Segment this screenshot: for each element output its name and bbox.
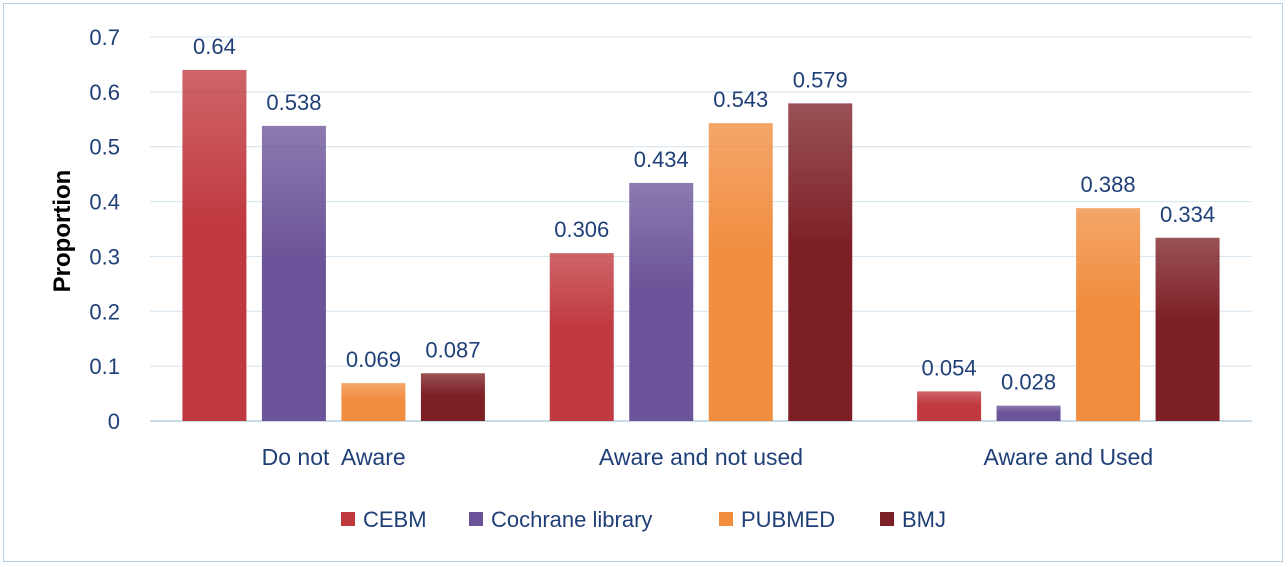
data-label: 0.028 [1001, 370, 1056, 395]
y-tick-label: 0.6 [89, 80, 120, 105]
bar-cebm [182, 69, 247, 422]
data-label: 0.579 [793, 67, 848, 92]
data-label: 0.434 [634, 147, 689, 172]
legend: CEBM Cochrane library PUBMED BMJ [341, 507, 946, 532]
legend-swatch [469, 512, 483, 526]
data-label: 0.054 [922, 355, 977, 380]
legend-swatch [880, 512, 894, 526]
data-label: 0.388 [1081, 172, 1136, 197]
y-tick-label: 0.7 [89, 25, 120, 50]
legend-label: PUBMED [741, 507, 835, 532]
bar-cebm [549, 253, 614, 421]
data-label: 0.64 [193, 34, 236, 59]
y-tick-label: 0.4 [89, 190, 120, 215]
legend-swatch [341, 512, 355, 526]
data-label: 0.543 [713, 87, 768, 112]
legend-swatch [719, 512, 733, 526]
bar-bmj [1155, 237, 1220, 421]
data-label: 0.334 [1160, 202, 1215, 227]
bar-cochrane-library [996, 405, 1061, 421]
x-axis-categories: Do not Aware Aware and not used Aware and … [262, 444, 1154, 470]
data-label: 0.306 [554, 217, 609, 242]
bar-cochrane-library [629, 182, 694, 421]
y-tick-label: 0.2 [89, 299, 120, 324]
legend-label: CEBM [363, 507, 427, 532]
data-label: 0.069 [346, 347, 401, 372]
bar-pubmed [1076, 208, 1141, 421]
y-tick-label: 0.3 [89, 244, 120, 269]
data-label: 0.087 [425, 337, 480, 362]
bar-bmj [788, 103, 853, 422]
gridlines [150, 36, 1252, 422]
data-label: 0.538 [266, 90, 321, 115]
category-label: Aware and not used [599, 444, 803, 470]
category-label: Do not Aware [262, 444, 406, 470]
y-axis-label: Proportion [49, 170, 76, 293]
bar-pubmed [708, 123, 773, 421]
bar-bmj [420, 373, 485, 421]
legend-label: Cochrane library [491, 507, 652, 532]
y-tick-label: 0.5 [89, 135, 120, 160]
data-labels: 0.64 0.538 0.069 0.087 0.306 0.434 0.543 0.579 0… [193, 34, 1215, 395]
bar-cebm [917, 391, 982, 421]
legend-label: BMJ [902, 507, 946, 532]
category-label: Aware and Used [984, 444, 1154, 470]
y-tick-label: 0 [108, 409, 120, 434]
bar-pubmed [341, 383, 406, 421]
bar-cochrane-library [261, 125, 326, 422]
bars [182, 69, 1220, 422]
y-axis-ticks: 0 0.1 0.2 0.3 0.4 0.5 0.6 0.7 [89, 25, 120, 434]
y-tick-label: 0.1 [89, 354, 120, 379]
